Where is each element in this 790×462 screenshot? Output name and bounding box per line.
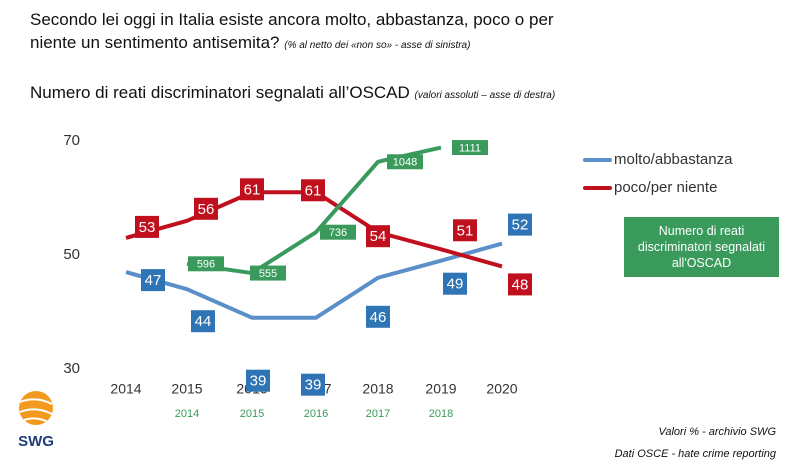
value-label-box xyxy=(443,272,467,295)
logo-icon xyxy=(19,391,53,425)
value-label: 51 xyxy=(457,222,474,239)
value-label: 48 xyxy=(512,276,529,293)
x2-tick-label: 2015 xyxy=(240,408,264,420)
value-label-box xyxy=(240,178,264,201)
value-label: 46 xyxy=(370,309,387,326)
legend-box-text-holder: Numero di reati discriminatori segnalati… xyxy=(637,224,766,270)
logo-text: SWG xyxy=(18,433,54,450)
subtitle-block: Numero di reati discriminatori segnalati… xyxy=(30,83,730,103)
x-tick-label: 2018 xyxy=(362,381,393,397)
value-label-box xyxy=(320,224,356,240)
value-label: 61 xyxy=(244,181,261,198)
value-label: 52 xyxy=(512,217,529,234)
value-label-box xyxy=(453,219,477,242)
value-label-box xyxy=(301,179,325,202)
x-tick-label: 2014 xyxy=(110,381,141,397)
x2-tick-label: 2016 xyxy=(304,408,328,420)
value-label: 61 xyxy=(305,182,322,199)
value-label-box xyxy=(141,269,165,292)
subtitle-note: (valori assoluti – asse di destra) xyxy=(414,90,556,101)
value-label-box xyxy=(135,215,159,238)
value-label: 47 xyxy=(145,272,162,289)
x2-tick-label: 2014 xyxy=(175,408,199,420)
title: Secondo lei oggi in Italia esiste ancora… xyxy=(30,10,554,52)
value-label: 39 xyxy=(305,377,322,394)
value-label: 49 xyxy=(447,276,464,293)
title-block: Secondo lei oggi in Italia esiste ancora… xyxy=(30,8,590,57)
series-line xyxy=(125,190,503,269)
x-tick-label: 2020 xyxy=(486,381,517,397)
value-label-box xyxy=(194,197,218,220)
value-label-box xyxy=(452,140,488,156)
value-label-box xyxy=(508,273,532,296)
value-label: 1111 xyxy=(459,142,481,154)
value-label: 53 xyxy=(139,219,156,236)
footnote: Dati OSCE - hate crime reporting xyxy=(615,448,777,460)
y-tick-label: 70 xyxy=(63,132,80,149)
y-tick-label: 30 xyxy=(63,360,80,377)
value-label: 54 xyxy=(370,228,387,245)
value-label-box xyxy=(246,369,270,392)
value-label: 1048 xyxy=(393,157,417,169)
legend-box xyxy=(624,217,779,277)
value-label: 596 xyxy=(197,259,215,271)
value-label-box xyxy=(366,305,390,328)
x2-tick-label: 2018 xyxy=(429,408,453,420)
value-label: 39 xyxy=(250,373,267,390)
x-tick-label: 2015 xyxy=(171,381,202,397)
x-tick-label: 2019 xyxy=(425,381,456,397)
value-label-box xyxy=(366,225,390,248)
value-label-box xyxy=(508,213,532,236)
value-label-box xyxy=(250,265,286,281)
series-line xyxy=(125,241,503,320)
value-label: 56 xyxy=(198,201,215,218)
value-label-box xyxy=(387,154,423,170)
title-note: (% al netto dei «non so» - asse di sinis… xyxy=(284,40,471,51)
value-label-box xyxy=(301,373,325,396)
value-label: 555 xyxy=(259,268,277,280)
value-label-box xyxy=(191,310,215,333)
y-tick-label: 50 xyxy=(63,246,80,263)
x2-tick-label: 2017 xyxy=(366,408,390,420)
legend-label: poco/per niente xyxy=(614,179,717,196)
value-label: 44 xyxy=(195,313,212,330)
value-label: 736 xyxy=(329,227,347,239)
subtitle: Numero di reati discriminatori segnalati… xyxy=(30,83,410,102)
legend-label: Numero di reati discriminatori segnalati… xyxy=(637,224,766,270)
value-label-box xyxy=(188,256,224,272)
footnote: Valori % - archivio SWG xyxy=(658,426,776,438)
legend-label: molto/abbastanza xyxy=(614,151,733,168)
